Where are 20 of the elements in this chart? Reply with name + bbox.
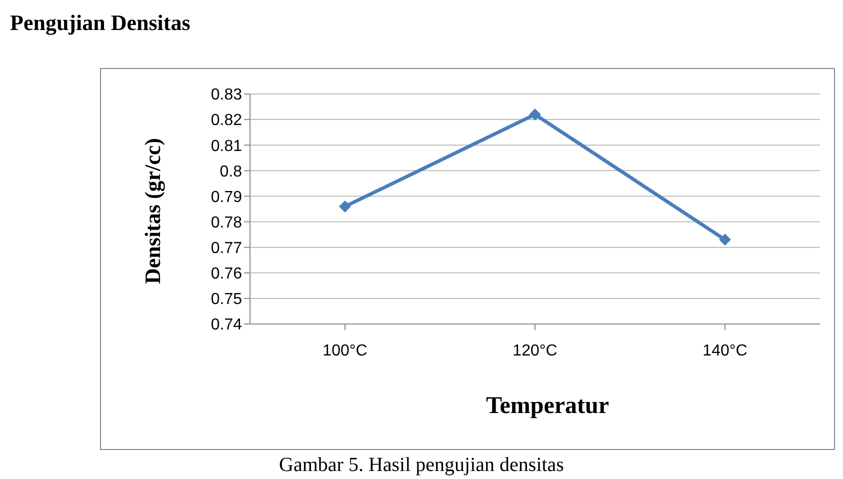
y-tick-label: 0.74 [210, 316, 242, 334]
y-tick-label: 0.8 [220, 163, 242, 180]
y-tick-label: 0.75 [210, 291, 242, 308]
chart-title: Pengujian Densitas [10, 10, 190, 36]
y-tick-label: 0.76 [210, 266, 242, 283]
x-tick-label: 140°C [702, 342, 748, 360]
y-tick-label: 0.78 [210, 214, 242, 232]
y-tick-label: 0.77 [210, 240, 242, 258]
y-tick-label: 0.83 [210, 86, 242, 104]
point [719, 234, 731, 246]
y-tick-label: 0.81 [210, 138, 242, 155]
x-tick-label: 120°C [512, 342, 558, 360]
y-tick-label: 0.82 [210, 112, 242, 130]
y-axis-title: Densitas (gr/cc) [140, 138, 166, 284]
point [339, 200, 351, 212]
x-tick-label: 100°C [322, 342, 368, 360]
point [529, 108, 541, 120]
y-tick-label: 0.79 [210, 188, 242, 206]
text: Gambar 5. Hasil pengujian densitas [278, 454, 565, 477]
x-axis-title: Temperatur [484, 393, 610, 420]
